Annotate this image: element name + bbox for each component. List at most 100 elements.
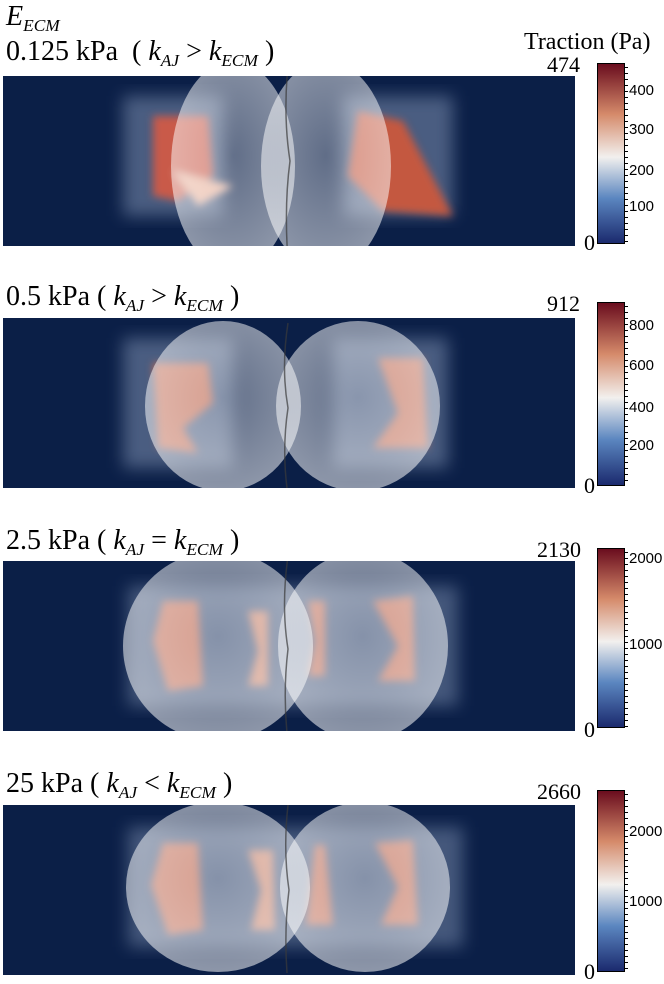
colorbar-3-minor-tick xyxy=(624,618,628,619)
colorbar-4-minor-tick xyxy=(624,962,628,963)
colorbar-1-tick-300: 300 xyxy=(629,121,655,138)
colorbar-2 xyxy=(597,302,625,486)
colorbar-2-min: 0 xyxy=(584,473,595,498)
colorbar-2-minor-tick xyxy=(624,342,628,343)
colorbar-2-minor-tick xyxy=(624,360,628,361)
colorbar-3-minor-tick xyxy=(624,606,628,607)
colorbar-4-minor-tick xyxy=(624,860,628,861)
colorbar-1-minor-tick xyxy=(624,139,628,140)
colorbar-2-minor-tick xyxy=(624,432,628,433)
panel-2-label: 0.5 kPa ( kAJ > kECM ) xyxy=(6,281,240,316)
colorbar-3-minor-tick xyxy=(624,570,628,571)
colorbar-2-tick-400: 400 xyxy=(629,399,655,416)
colorbar-1-minor-tick xyxy=(624,67,628,68)
colorbar-4-minor-tick xyxy=(624,806,628,807)
colorbar-4 xyxy=(597,790,625,972)
colorbar-2-minor-tick xyxy=(624,414,628,415)
colorbar-3 xyxy=(597,548,625,728)
colorbar-2-minor-tick xyxy=(624,474,628,475)
colorbar-3-minor-tick xyxy=(624,726,628,727)
colorbar-4-minor-tick xyxy=(624,890,628,891)
colorbar-2-minor-tick xyxy=(624,396,628,397)
colorbar-2-minor-tick xyxy=(624,408,628,409)
colorbar-2-minor-tick xyxy=(624,402,628,403)
panel-1-label: 0.125 kPa ( kAJ > kECM ) xyxy=(6,36,275,71)
colorbar-4-minor-tick xyxy=(624,908,628,909)
colorbar-4-minor-tick xyxy=(624,950,628,951)
colorbar-4-tick-2000: 2000 xyxy=(629,823,663,840)
colorbar-2-tick-600: 600 xyxy=(629,357,655,374)
colorbar-1-minor-tick xyxy=(624,79,628,80)
colorbar-3-max: 2130 xyxy=(537,537,581,562)
colorbar-2-max: 912 xyxy=(547,291,580,316)
colorbar-1-tick-400: 400 xyxy=(629,82,655,99)
colorbar-3-minor-tick xyxy=(624,630,628,631)
colorbar-1-tick-100: 100 xyxy=(629,198,655,215)
colorbar-1-minor-tick xyxy=(624,193,628,194)
colorbar-4-minor-tick xyxy=(624,848,628,849)
traction-map-panel-1 xyxy=(3,76,575,246)
colorbar-1-minor-tick xyxy=(624,187,628,188)
colorbar-1-minor-tick xyxy=(624,205,628,206)
colorbar-3-minor-tick xyxy=(624,708,628,709)
colorbar-2-minor-tick xyxy=(624,324,628,325)
colorbar-3-minor-tick xyxy=(624,642,628,643)
colorbar-4-minor-tick xyxy=(624,968,628,969)
colorbar-1-minor-tick xyxy=(624,241,628,242)
colorbar-1-minor-tick xyxy=(624,175,628,176)
colorbar-1-minor-tick xyxy=(624,97,628,98)
colorbar-3-minor-tick xyxy=(624,672,628,673)
colorbar-1-minor-tick xyxy=(624,73,628,74)
colorbar-3-minor-tick xyxy=(624,678,628,679)
colorbar-3-minor-tick xyxy=(624,666,628,667)
colorbar-1-minor-tick xyxy=(624,211,628,212)
colorbar-4-minor-tick xyxy=(624,866,628,867)
colorbar-3-tick-2000: 2000 xyxy=(629,550,663,567)
colorbar-4-minor-tick xyxy=(624,836,628,837)
colorbar-4-minor-tick xyxy=(624,896,628,897)
colorbar-2-minor-tick xyxy=(624,384,628,385)
colorbar-4-minor-tick xyxy=(624,800,628,801)
colorbar-4-minor-tick xyxy=(624,932,628,933)
colorbar-1-minor-tick xyxy=(624,109,628,110)
colorbar-2-minor-tick xyxy=(624,336,628,337)
colorbar-2-minor-tick xyxy=(624,444,628,445)
colorbar-3-minor-tick xyxy=(624,648,628,649)
colorbar-1-minor-tick xyxy=(624,121,628,122)
colorbar-4-minor-tick xyxy=(624,818,628,819)
colorbar-2-minor-tick xyxy=(624,366,628,367)
colorbar-2-minor-tick xyxy=(624,420,628,421)
colorbar-3-minor-tick xyxy=(624,660,628,661)
colorbar-2-minor-tick xyxy=(624,468,628,469)
colorbar-4-minor-tick xyxy=(624,944,628,945)
colorbar-3-minor-tick xyxy=(624,612,628,613)
colorbar-2-minor-tick xyxy=(624,318,628,319)
colorbar-4-minor-tick xyxy=(624,842,628,843)
colorbar-1-max: 474 xyxy=(547,52,580,77)
traction-map-panel-2 xyxy=(3,318,575,488)
traction-map-panel-4 xyxy=(3,805,575,975)
colorbar-3-minor-tick xyxy=(624,558,628,559)
colorbar-3-minor-tick xyxy=(624,690,628,691)
colorbar-2-minor-tick xyxy=(624,354,628,355)
colorbar-4-minor-tick xyxy=(624,914,628,915)
colorbar-2-tick-800: 800 xyxy=(629,317,655,334)
colorbar-3-minor-tick xyxy=(624,582,628,583)
colorbar-2-minor-tick xyxy=(624,372,628,373)
colorbar-4-minor-tick xyxy=(624,926,628,927)
colorbar-3-minor-tick xyxy=(624,576,628,577)
colorbar-3-minor-tick xyxy=(624,684,628,685)
colorbar-4-max: 2660 xyxy=(537,779,581,804)
colorbar-1-minor-tick xyxy=(624,169,628,170)
colorbar-4-minor-tick xyxy=(624,884,628,885)
colorbar-4-minor-tick xyxy=(624,812,628,813)
traction-map-panel-3 xyxy=(3,561,575,731)
colorbar-4-minor-tick xyxy=(624,830,628,831)
colorbar-2-minor-tick xyxy=(624,438,628,439)
colorbar-3-minor-tick xyxy=(624,654,628,655)
colorbar-1-minor-tick xyxy=(624,229,628,230)
colorbar-3-tick-1000: 1000 xyxy=(629,636,663,653)
colorbar-3-minor-tick xyxy=(624,564,628,565)
colorbar-3-minor-tick xyxy=(624,636,628,637)
colorbar-4-min: 0 xyxy=(584,959,595,984)
